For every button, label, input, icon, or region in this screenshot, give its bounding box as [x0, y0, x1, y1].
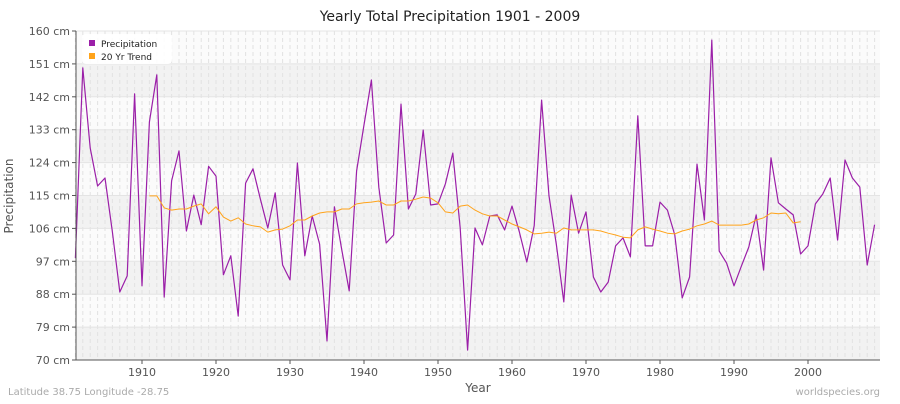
x-tick-label: 1920: [202, 366, 230, 379]
y-tick-label: 124 cm: [29, 157, 70, 170]
y-axis-ticks: 70 cm 79 cm 88 cm 97 cm 106 cm 115 cm 124 cm 13…: [29, 25, 76, 367]
x-tick-label: 1910: [128, 366, 156, 379]
chart-title: Yearly Total Precipitation 1901 - 2009: [319, 9, 581, 25]
x-tick-label: 1950: [424, 366, 452, 379]
y-tick-label: 70 cm: [36, 354, 70, 367]
y-tick-label: 142 cm: [29, 91, 70, 104]
x-tick-label: 2000: [794, 366, 822, 379]
y-tick-label: 133 cm: [29, 124, 70, 137]
x-tick-label: 1970: [572, 366, 600, 379]
legend-label-precipitation: Precipitation: [101, 40, 157, 50]
legend-label-trend: 20 Yr Trend: [101, 53, 152, 63]
y-tick-label: 115 cm: [29, 190, 70, 203]
legend-swatch-precipitation: [89, 40, 95, 46]
footer-source[interactable]: worldspecies.org: [796, 387, 880, 398]
background-band: [76, 64, 880, 97]
x-tick-label: 1990: [720, 366, 748, 379]
background-band: [76, 261, 880, 294]
x-tick-label: 1930: [276, 366, 304, 379]
y-tick-label: 97 cm: [36, 255, 70, 268]
x-axis-ticks: 1910 1920 1930 1940 1950 1960 1970 1980 1990 2000: [128, 360, 822, 379]
background-band: [76, 327, 880, 360]
x-tick-label: 1940: [350, 366, 378, 379]
x-tick-label: 1980: [646, 366, 674, 379]
y-tick-label: 106 cm: [29, 222, 70, 235]
y-tick-label: 160 cm: [29, 25, 70, 38]
background-band: [76, 130, 880, 163]
x-tick-label: 1960: [498, 366, 526, 379]
x-axis-label: Year: [464, 381, 490, 395]
y-axis-label: Precipitation: [2, 158, 16, 233]
legend: Precipitation 20 Yr Trend: [82, 34, 172, 64]
footer-location: Latitude 38.75 Longitude -28.75: [8, 387, 169, 398]
y-tick-label: 88 cm: [36, 288, 70, 301]
legend-swatch-trend: [89, 53, 95, 59]
y-tick-label: 79 cm: [36, 321, 70, 334]
y-tick-label: 151 cm: [29, 58, 70, 71]
